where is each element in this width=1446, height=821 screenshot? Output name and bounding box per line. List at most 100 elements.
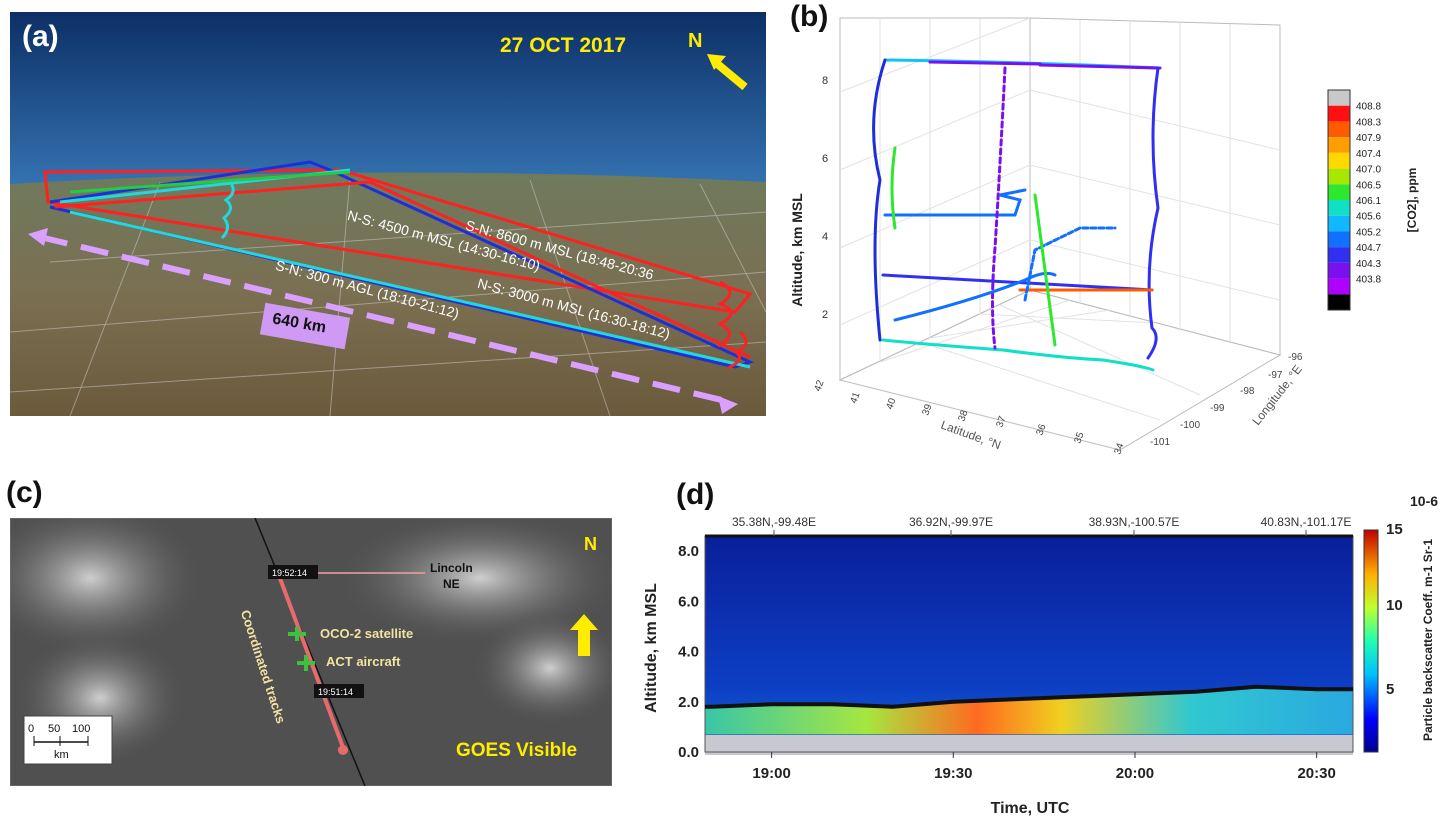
colorbar-swatch — [1328, 168, 1350, 185]
lat-tick: 41 — [848, 390, 862, 405]
lon-tick: -97 — [1268, 370, 1283, 381]
panel-c-north: N — [584, 534, 597, 554]
y-tick-label: 4.0 — [678, 644, 699, 661]
lat-tick: 35 — [1072, 430, 1086, 445]
lat-tick: 40 — [884, 396, 898, 411]
x-tick-label: 19:00 — [752, 765, 790, 782]
panel-b-label: (b) — [790, 0, 829, 33]
colorbar-swatch — [1328, 184, 1350, 200]
lon-tick: -99 — [1210, 403, 1225, 414]
colorbar-tick: 408.8 — [1356, 102, 1381, 113]
lon-tick: -101 — [1150, 437, 1170, 448]
panel-b-ylabel: Altitude, km MSL — [789, 193, 805, 307]
satellite-icon — [288, 627, 306, 641]
x-tick-label: 19:30 — [934, 765, 972, 782]
colorbar-tick: 406.1 — [1356, 196, 1381, 207]
time-label-1: 19:52:14 — [272, 568, 308, 578]
panel-a-label: (a) — [22, 20, 59, 53]
lat-tick: 34 — [1112, 441, 1126, 456]
colorbar-tick: 403.8 — [1356, 275, 1381, 286]
top-label: 36.92N,-99.97E — [909, 515, 993, 529]
colorbar-swatch — [1328, 152, 1350, 169]
time-box-1 — [268, 565, 318, 579]
y-tick-label: 0.0 — [678, 744, 699, 761]
panel-c-label: (c) — [6, 476, 43, 509]
colorbar-tick: 407.4 — [1356, 149, 1381, 160]
colorbar-swatch — [1328, 137, 1350, 153]
colorbar-tick: 404.3 — [1356, 259, 1381, 270]
colorbar-swatch — [1328, 215, 1350, 232]
lat-tick: 38 — [956, 408, 970, 423]
y-tick-label: 2.0 — [678, 694, 699, 711]
y-tick-label: 8.0 — [678, 543, 699, 560]
colorbar-swatch — [1328, 200, 1350, 216]
panel-a-date: 27 OCT 2017 — [500, 34, 627, 57]
lat-tick: 37 — [994, 414, 1008, 429]
top-label: 38.93N,-100.57E — [1089, 515, 1180, 529]
colorbar-tick: 407.9 — [1356, 133, 1381, 144]
x-tick-label: 20:00 — [1116, 765, 1154, 782]
scale-tick: 0 — [28, 723, 34, 735]
cbar-tick: 5 — [1386, 681, 1394, 698]
scale-tick: 100 — [72, 723, 90, 735]
scale-unit: km — [54, 749, 69, 761]
lat-tick: 36 — [1034, 422, 1048, 437]
panel-d-xlabel: Time, UTC — [991, 800, 1070, 816]
colorbar-swatch — [1328, 121, 1350, 138]
lon-tick: -96 — [1288, 352, 1303, 363]
panel-d-ylabel: Altitude, km MSL — [643, 583, 660, 713]
alt-tick: 6 — [822, 153, 828, 165]
lon-tick: -100 — [1180, 420, 1200, 431]
colorbar-swatch — [1328, 90, 1350, 106]
panel-b-xlabel: Latitude, °N — [939, 418, 1003, 453]
colorbar-swatch — [1328, 231, 1350, 248]
top-label: 35.38N,-99.48E — [732, 515, 816, 529]
alt-tick: 8 — [822, 75, 828, 87]
panel-d-plot: 35.38N,-99.48E 36.92N,-99.97E 38.93N,-10… — [643, 493, 1438, 817]
panel-a: (a) 27 OCT 2017 N S-N: 8600 m MSL (18:48… — [9, 12, 767, 417]
lon-tick: -98 — [1240, 386, 1255, 397]
scale-tick: 50 — [48, 723, 60, 735]
north-arrow-icon — [570, 614, 598, 656]
co2-colorbar-label: [CO2], ppm — [1405, 168, 1419, 233]
colorbar-swatch — [1328, 105, 1350, 122]
x-tick-label: 20:30 — [1297, 765, 1335, 782]
colorbar-exponent: 10-6 — [1410, 493, 1438, 509]
lat-tick: 39 — [920, 402, 934, 417]
lat-tick: 42 — [812, 378, 826, 393]
alt-tick: 2 — [822, 309, 828, 321]
distance-box — [259, 302, 351, 350]
co2-colorbar: 408.8 408.3 407.9 407.4 407.0 406.5 406.1 405.6… — [1327, 89, 1381, 311]
colorbar-label: Particle backscatter Coeff. m-1 Sr-1 — [1421, 539, 1435, 741]
scale-bar — [23, 715, 113, 765]
time-label-2: 19:51:14 — [318, 687, 354, 697]
colorbar-tick: 408.3 — [1356, 117, 1381, 128]
top-label: 40.83N,-101.17E — [1261, 515, 1352, 529]
boundary-layer-line — [705, 684, 1353, 709]
satellite-label: OCO-2 satellite — [320, 626, 414, 641]
aircraft-icon — [297, 655, 315, 671]
panel-d-label: (d) — [676, 478, 715, 511]
colorbar-swatch — [1328, 262, 1350, 279]
cbar-tick: 15 — [1386, 521, 1403, 538]
alt-tick: 4 — [822, 231, 828, 243]
colorbar-tick: 405.6 — [1356, 212, 1381, 223]
source-label: GOES Visible — [456, 740, 578, 761]
panel-a-image — [9, 12, 767, 417]
colorbar-tick: 407.0 — [1356, 165, 1381, 176]
panel-a-north: N — [688, 30, 703, 52]
panel-b-plot: 8 6 4 2 42 41 40 39 38 37 36 35 34 -96 -… — [789, 17, 1419, 456]
cbar-tick: 10 — [1386, 597, 1403, 614]
aircraft-label: ACT aircraft — [326, 654, 401, 669]
time-box-2 — [314, 684, 364, 698]
colorbar-swatch — [1328, 294, 1350, 310]
colorbar-swatch — [1328, 247, 1350, 263]
colorbar-tick: 405.2 — [1356, 227, 1381, 238]
colorbar-tick: 406.5 — [1356, 180, 1381, 191]
backscatter-colorbar — [1363, 529, 1379, 753]
boundary-layer-fill — [705, 686, 1353, 735]
y-tick-label: 6.0 — [678, 593, 699, 610]
panel-d: 35.38N,-99.48E 36.92N,-99.97E 38.93N,-10… — [620, 470, 1446, 817]
colorbar-tick: 404.7 — [1356, 243, 1381, 254]
panel-c-image: 0 50 100 km — [0, 498, 630, 787]
